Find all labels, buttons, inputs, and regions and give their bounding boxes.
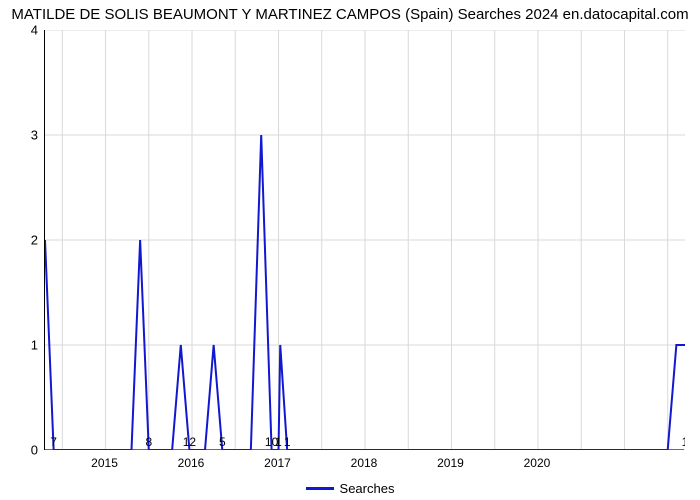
plot-area: 7812510111 (44, 30, 684, 450)
chart-title: MATILDE DE SOLIS BEAUMONT Y MARTINEZ CAM… (0, 6, 700, 23)
line-chart: MATILDE DE SOLIS BEAUMONT Y MARTINEZ CAM… (0, 0, 700, 500)
y-tick-label: 2 (8, 233, 38, 248)
legend-label: Searches (340, 481, 395, 496)
y-tick-label: 0 (8, 443, 38, 458)
svg-text:1: 1 (284, 435, 291, 449)
legend-swatch (306, 487, 334, 490)
x-tick-label: 2015 (91, 456, 118, 470)
y-tick-label: 3 (8, 128, 38, 143)
value-labels: 7812510111 (50, 435, 685, 449)
x-tick-label: 2017 (264, 456, 291, 470)
y-tick-label: 4 (8, 23, 38, 38)
x-tick-label: 2019 (437, 456, 464, 470)
x-tick-label: 2018 (351, 456, 378, 470)
svg-text:7: 7 (50, 435, 57, 449)
svg-text:1: 1 (682, 435, 685, 449)
plot-svg: 7812510111 (45, 30, 685, 450)
legend: Searches (0, 480, 700, 496)
svg-text:12: 12 (183, 435, 197, 449)
svg-text:5: 5 (219, 435, 226, 449)
y-tick-label: 1 (8, 338, 38, 353)
svg-text:1: 1 (275, 435, 282, 449)
x-tick-label: 2016 (178, 456, 205, 470)
svg-text:8: 8 (145, 435, 152, 449)
x-tick-label: 2020 (524, 456, 551, 470)
